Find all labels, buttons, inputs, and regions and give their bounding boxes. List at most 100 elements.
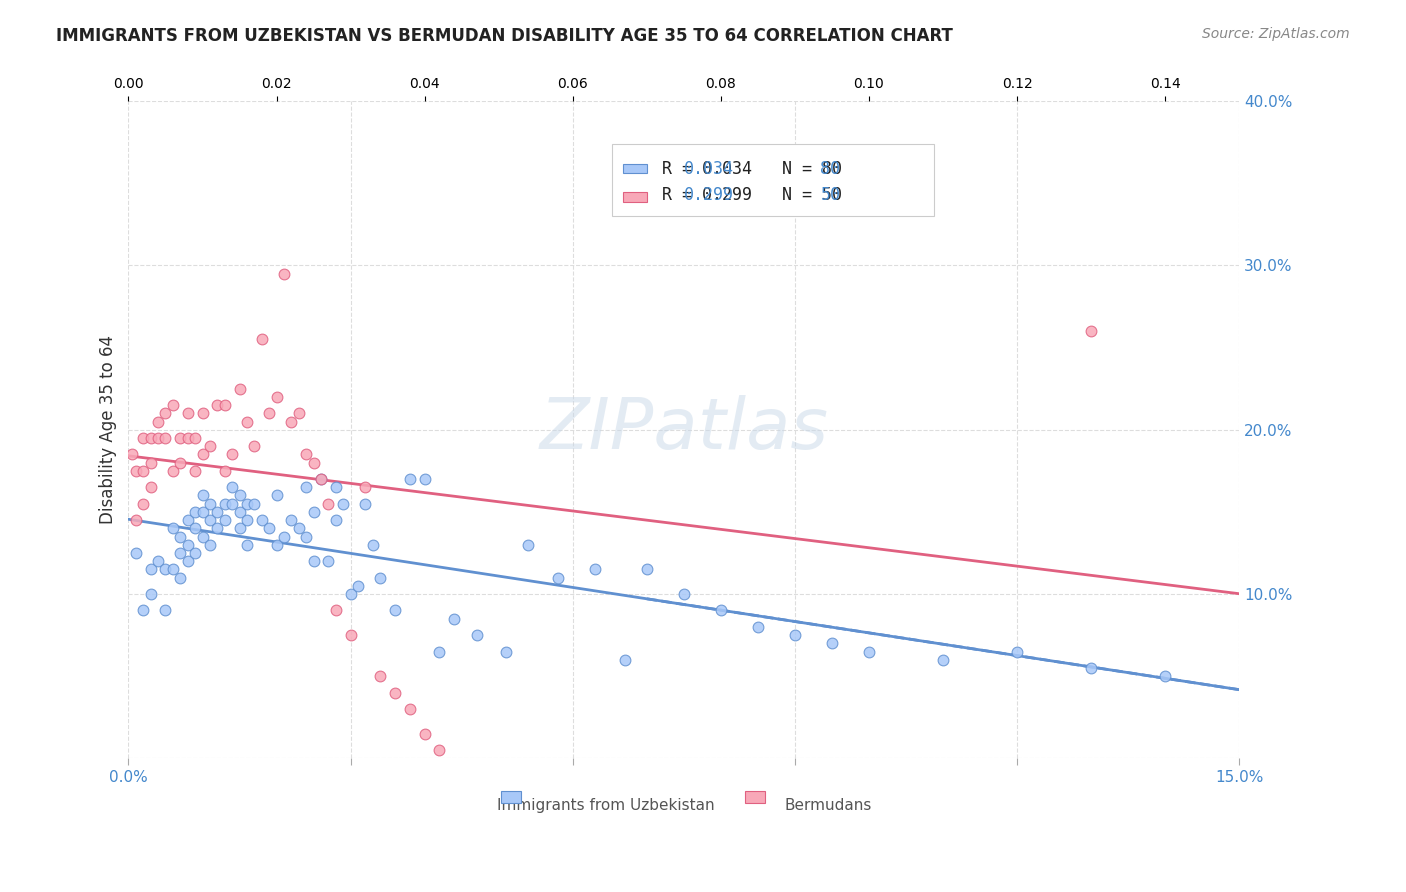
FancyBboxPatch shape [623,193,647,202]
Point [1154,669,1177,683]
Point [198,538,221,552]
Point [280,513,302,527]
Point [139,587,162,601]
Point [613,653,636,667]
Point [295,530,318,544]
Point [139,562,162,576]
Point [162,562,184,576]
Point [207,505,229,519]
Point [347,579,370,593]
Point [413,727,436,741]
Point [155,562,177,576]
Point [198,513,221,527]
Point [583,562,606,576]
Point [354,497,377,511]
Point [169,431,191,445]
Point [221,497,243,511]
Point [132,431,155,445]
Point [325,513,347,527]
Point [198,497,221,511]
Point [858,644,880,658]
Point [339,628,361,642]
Point [162,398,184,412]
Point [309,472,332,486]
Point [146,415,169,429]
Point [191,530,214,544]
Point [177,431,200,445]
Point [207,521,229,535]
Point [139,456,162,470]
Point [228,505,250,519]
Point [121,447,143,461]
Point [295,447,318,461]
Point [250,513,273,527]
Point [191,505,214,519]
Point [191,488,214,502]
Point [214,497,236,511]
Point [429,644,451,658]
Text: R = 0.299   N = 50: R = 0.299 N = 50 [662,186,842,204]
Point [325,603,347,617]
Point [266,390,288,404]
Point [221,480,243,494]
Point [465,628,488,642]
Point [354,480,377,494]
Point [384,685,406,699]
Point [280,415,302,429]
Point [399,702,422,716]
Point [783,628,806,642]
Point [1005,644,1028,658]
Point [302,456,325,470]
Point [318,554,340,568]
Point [169,456,191,470]
Point [302,554,325,568]
Point [184,546,207,560]
Point [132,464,155,478]
Point [146,431,169,445]
Point [747,620,769,634]
Text: 80: 80 [821,160,841,178]
Point [125,546,148,560]
Point [710,603,733,617]
Point [517,538,540,552]
Point [413,472,436,486]
Point [169,571,191,585]
Y-axis label: Disability Age 35 to 64: Disability Age 35 to 64 [100,335,117,524]
Point [236,513,259,527]
Point [132,603,155,617]
Point [257,521,280,535]
Point [266,488,288,502]
Point [191,447,214,461]
Point [162,464,184,478]
Point [177,513,200,527]
Point [368,669,391,683]
Point [443,612,465,626]
Point [339,587,361,601]
Point [266,538,288,552]
Point [273,267,295,281]
Text: 0.034: 0.034 [683,160,734,178]
Point [132,497,155,511]
Point [221,447,243,461]
Point [250,332,273,346]
Point [228,488,250,502]
Point [384,603,406,617]
Point [236,497,259,511]
Point [295,480,318,494]
Point [162,521,184,535]
Point [214,398,236,412]
Point [169,530,191,544]
Point [243,439,266,453]
Point [257,406,280,420]
Point [228,521,250,535]
Point [155,431,177,445]
Point [821,636,844,650]
FancyBboxPatch shape [612,144,934,216]
Point [184,431,207,445]
Point [1080,661,1102,675]
Point [429,743,451,757]
Point [155,406,177,420]
Point [184,521,207,535]
Point [146,554,169,568]
Text: IMMIGRANTS FROM UZBEKISTAN VS BERMUDAN DISABILITY AGE 35 TO 64 CORRELATION CHART: IMMIGRANTS FROM UZBEKISTAN VS BERMUDAN D… [56,27,953,45]
